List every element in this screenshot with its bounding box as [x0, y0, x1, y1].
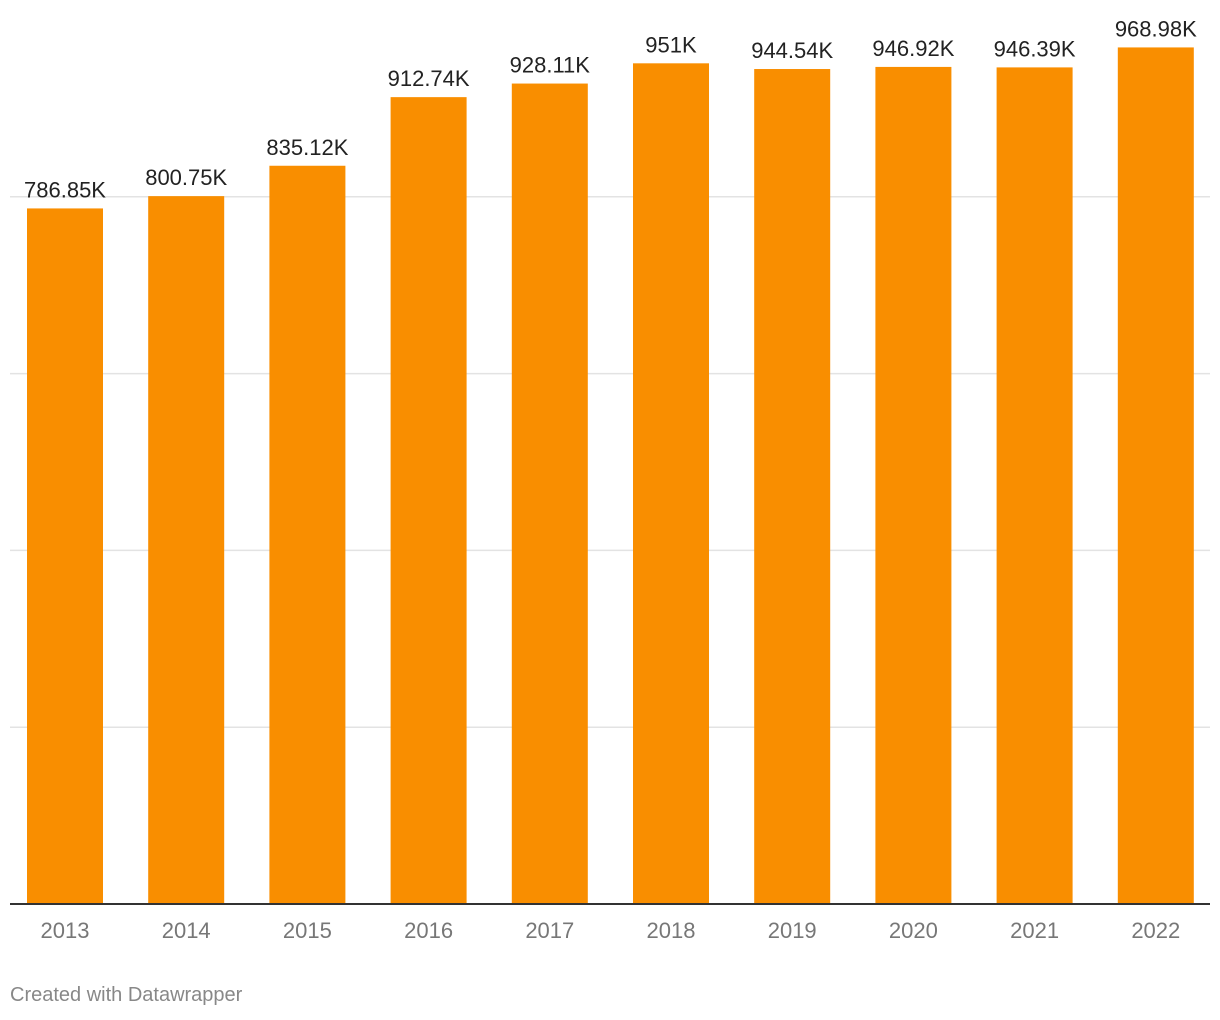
- data-label-2019: 944.54K: [751, 38, 833, 63]
- bar-2015: [269, 165, 346, 905]
- bars: [27, 47, 1194, 905]
- x-tick-label-2014: 2014: [162, 918, 211, 943]
- data-label-2021: 946.39K: [994, 36, 1076, 61]
- bar-2016: [390, 97, 467, 905]
- data-label-2014: 800.75K: [145, 165, 227, 190]
- bar-2018: [633, 63, 709, 905]
- bar-2020: [875, 66, 952, 904]
- bar-2014: [148, 196, 225, 905]
- x-tick-labels: 2013 2014 2015 2016 2017 2018 2019 2020 2021 2022: [41, 918, 1181, 943]
- bar-2022: [1117, 47, 1194, 904]
- x-tick-label-2020: 2020: [889, 918, 938, 943]
- data-label-2017: 928.11K: [510, 53, 591, 78]
- data-label-2013: 786.85K: [24, 177, 106, 202]
- x-tick-label-2018: 2018: [647, 918, 696, 943]
- bar-chart: 786.85K 800.75K 835.12K 912.74K 928.11K 951K 9…: [10, 16, 1210, 943]
- data-label-2015: 835.12K: [266, 135, 348, 160]
- x-tick-label-2016: 2016: [404, 918, 453, 943]
- data-label-2018: 951K: [645, 32, 697, 57]
- x-tick-label-2015: 2015: [283, 918, 332, 943]
- data-label-2022: 968.98K: [1115, 16, 1197, 41]
- bar-2013: [27, 208, 103, 904]
- data-labels: 786.85K 800.75K 835.12K 912.74K 928.11K 951K 9…: [24, 16, 1197, 202]
- bar-2019: [754, 69, 831, 905]
- x-tick-label-2022: 2022: [1131, 918, 1180, 943]
- bar-2017: [511, 83, 588, 904]
- x-tick-label-2013: 2013: [41, 918, 90, 943]
- bar-2021: [996, 67, 1073, 905]
- credit-text: Created with Datawrapper: [10, 984, 243, 1006]
- data-label-2020: 946.92K: [872, 36, 954, 61]
- x-tick-label-2019: 2019: [768, 918, 817, 943]
- x-tick-label-2021: 2021: [1010, 918, 1059, 943]
- x-tick-label-2017: 2017: [525, 918, 574, 943]
- data-label-2016: 912.74K: [388, 66, 470, 91]
